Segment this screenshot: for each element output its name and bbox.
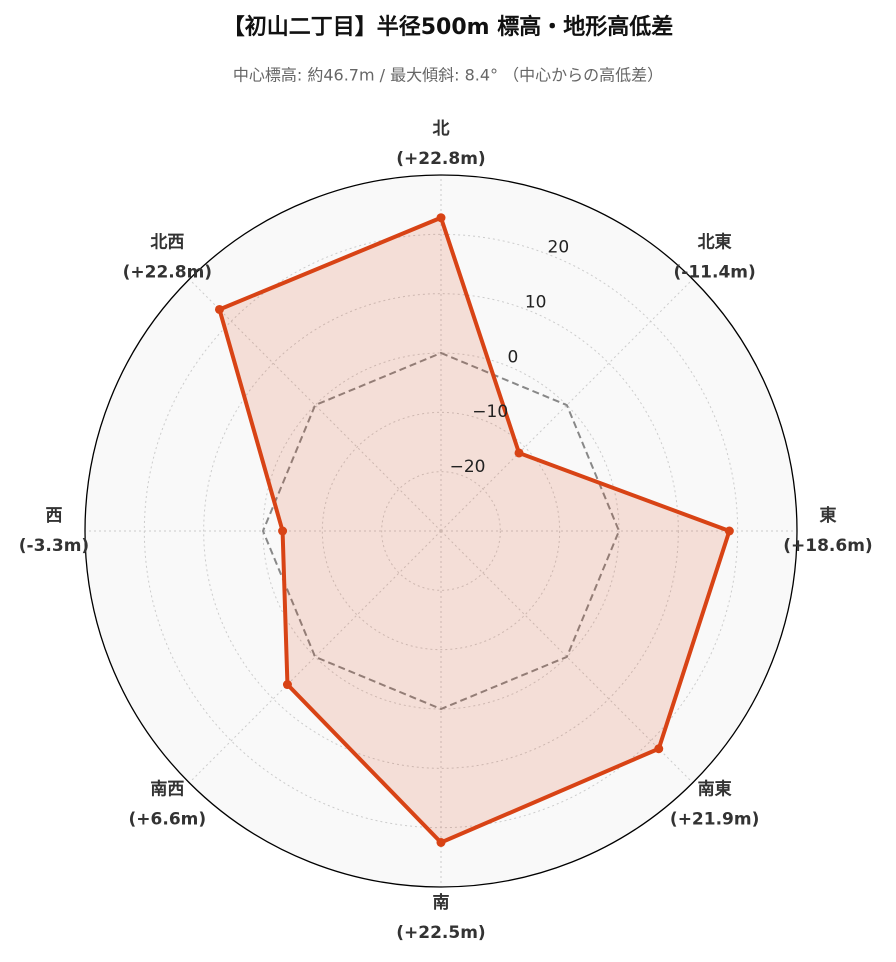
- point: [654, 744, 664, 754]
- category-label: 南西: [150, 779, 184, 800]
- value-label: (+22.8m): [123, 262, 212, 282]
- point: [436, 838, 446, 847]
- category-label: 西: [46, 506, 63, 526]
- category-label: 北: [433, 119, 450, 139]
- point: [514, 448, 524, 458]
- value-label: (-3.3m): [19, 536, 89, 556]
- category-label: 北東: [698, 231, 732, 252]
- category-label: 南東: [698, 779, 732, 800]
- category-label: 東: [820, 505, 837, 526]
- r-tick-label: 20: [548, 238, 570, 258]
- r-tick-label: 0: [508, 347, 519, 367]
- plot-border: [84, 174, 798, 888]
- point: [436, 213, 446, 223]
- radial-grid-line: [188, 530, 442, 784]
- chart-title: 【初山二丁目】半径500m 標高・地形高低差: [223, 14, 674, 40]
- radial-grid-line: [440, 530, 694, 784]
- category-label: 南: [433, 892, 450, 913]
- value-label: (+18.6m): [783, 536, 872, 556]
- grid-circle: [321, 411, 561, 651]
- chart-subtitle: 中心標高: 約46.7m / 最大傾斜: 8.4° （中心からの高低差）: [233, 66, 663, 85]
- r-tick-label: −10: [472, 402, 508, 422]
- radial-grid-line: [440, 278, 694, 532]
- grid-circle: [262, 352, 620, 710]
- value-label: (-11.4m): [674, 262, 756, 282]
- value-label: (+21.9m): [670, 810, 759, 830]
- value-label: (+6.6m): [129, 810, 207, 830]
- point: [278, 526, 288, 536]
- point: [214, 304, 224, 314]
- baseline: [261, 351, 621, 711]
- point: [724, 526, 734, 536]
- value-label: (+22.8m): [396, 149, 485, 169]
- value-label: (+22.5m): [396, 923, 485, 943]
- r-tick-label: 10: [525, 292, 547, 312]
- point: [282, 680, 292, 690]
- grid-circle: [203, 293, 679, 769]
- r-tick-label: −20: [450, 457, 486, 477]
- category-label: 北西: [150, 232, 184, 252]
- radial-grid-line: [188, 278, 442, 532]
- grid-circle: [381, 471, 501, 591]
